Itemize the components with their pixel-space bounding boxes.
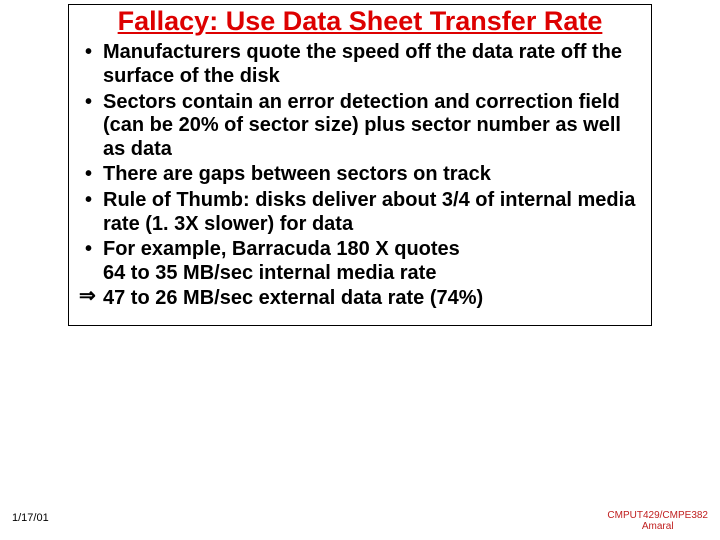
footer-course: CMPUT429/CMPE382 Amaral <box>607 510 708 532</box>
bullet-text: Sectors contain an error detection and c… <box>103 91 621 160</box>
bullet-item: • For example, Barracuda 180 X quotes 64… <box>75 238 641 285</box>
conclusion-text: 47 to 26 MB/sec external data rate (74%) <box>103 287 483 309</box>
arrow-icon: ⇒ <box>79 285 96 309</box>
footer-course-line1: CMPUT429/CMPE382 <box>607 510 708 521</box>
bullet-dot-icon: • <box>85 163 92 187</box>
bullet-dot-icon: • <box>85 238 92 262</box>
conclusion-line: ⇒ 47 to 26 MB/sec external data rate (74… <box>75 287 641 311</box>
slide-frame: Fallacy: Use Data Sheet Transfer Rate • … <box>68 4 652 326</box>
bullet-text-line2: 64 to 35 MB/sec internal media rate <box>103 262 436 284</box>
bullet-item: • Sectors contain an error detection and… <box>75 91 641 162</box>
bullet-dot-icon: • <box>85 91 92 115</box>
bullet-dot-icon: • <box>85 41 92 65</box>
bullet-item: • There are gaps between sectors on trac… <box>75 163 641 187</box>
bullet-text: Manufacturers quote the speed off the da… <box>103 41 622 87</box>
bullet-dot-icon: • <box>85 189 92 213</box>
footer-date: 1/17/01 <box>12 512 49 524</box>
bullet-text: Rule of Thumb: disks deliver about 3/4 o… <box>103 189 635 235</box>
bullet-text: There are gaps between sectors on track <box>103 163 491 185</box>
bullet-text: For example, Barracuda 180 X quotes <box>103 238 460 260</box>
slide-title: Fallacy: Use Data Sheet Transfer Rate <box>69 5 651 39</box>
bullet-item: • Manufacturers quote the speed off the … <box>75 41 641 88</box>
bullet-item: • Rule of Thumb: disks deliver about 3/4… <box>75 189 641 236</box>
bullet-list: • Manufacturers quote the speed off the … <box>69 39 651 325</box>
footer-course-line2: Amaral <box>607 521 708 532</box>
